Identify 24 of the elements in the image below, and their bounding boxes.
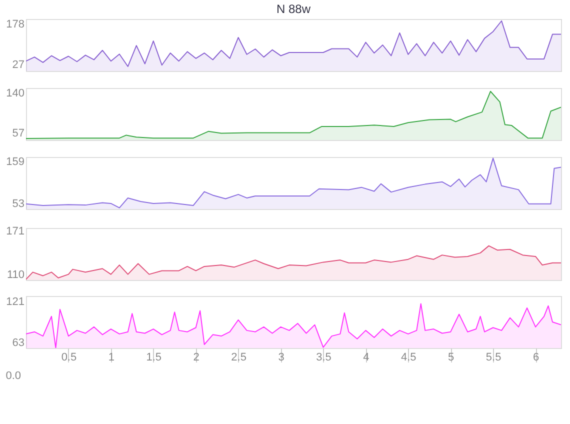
y-tick-label: 27 xyxy=(12,59,24,72)
x-tick-label: 4 xyxy=(363,352,370,364)
y-tick-label: 57 xyxy=(12,127,24,140)
x-tick-label: 4.5 xyxy=(400,352,416,364)
x-tick-label: 0.5 xyxy=(61,352,77,364)
y-tick-label: 178 xyxy=(6,18,24,31)
x-tick-label: 1.5 xyxy=(146,352,162,364)
y-tick-label: 53 xyxy=(12,198,24,210)
x-tick-label: 5 xyxy=(448,352,454,364)
x-tick-label: 5.5 xyxy=(486,352,502,364)
y-tick-label: 171 xyxy=(6,225,24,238)
text: 0.0 xyxy=(6,370,21,382)
x-tick-label: 2 xyxy=(193,352,200,364)
x-tick-label: 1 xyxy=(108,352,114,364)
y-tick-label: 110 xyxy=(6,268,24,281)
x-tick-label: 2.5 xyxy=(231,352,246,364)
chart-title: N 88w xyxy=(276,2,311,16)
x-tick-label: 6 xyxy=(532,352,540,364)
y-tick-label: 121 xyxy=(6,296,24,308)
y-tick-label: 140 xyxy=(6,87,24,100)
y-tick-label: 63 xyxy=(12,336,24,349)
x-tick-label: 3 xyxy=(278,352,284,364)
x-tick-label: 3.5 xyxy=(316,352,332,364)
y-tick-label: 159 xyxy=(6,156,24,168)
